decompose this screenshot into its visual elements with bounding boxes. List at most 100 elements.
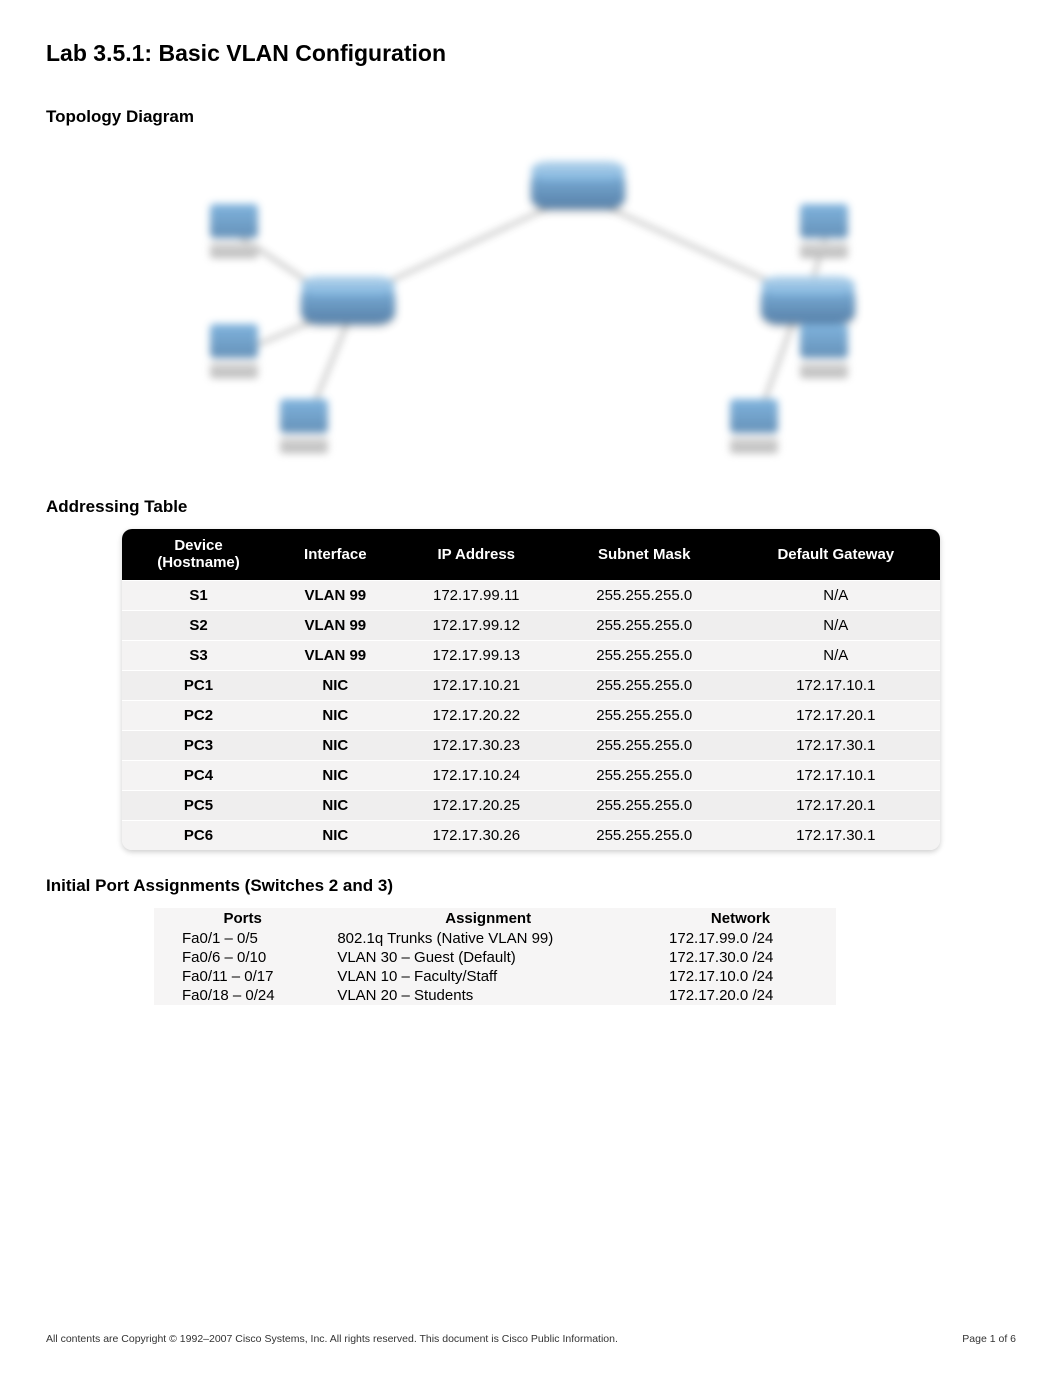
cell-mask: 255.255.255.0 <box>557 820 732 850</box>
cell-network: 172.17.99.0 /24 <box>645 929 836 948</box>
cell-ports: Fa0/1 – 0/5 <box>154 929 331 948</box>
table-row: S3VLAN 99172.17.99.13255.255.255.0N/A <box>122 640 940 670</box>
page-footer: All contents are Copyright © 1992–2007 C… <box>46 1333 1016 1345</box>
cell-ports: Fa0/6 – 0/10 <box>154 948 331 967</box>
cell-gw: 172.17.10.1 <box>732 760 940 790</box>
topology-diagram-wrap <box>46 139 1016 469</box>
col-interface: Interface <box>275 529 396 580</box>
table-row: Fa0/6 – 0/10VLAN 30 – Guest (Default)172… <box>154 948 836 967</box>
cell-ip: 172.17.99.12 <box>396 610 557 640</box>
cell-device: PC1 <box>122 670 275 700</box>
cell-device: S1 <box>122 580 275 610</box>
ports-table: Ports Assignment Network Fa0/1 – 0/5802.… <box>154 908 836 1005</box>
cell-gw: N/A <box>732 640 940 670</box>
col-device: Device (Hostname) <box>122 529 275 580</box>
col-gw: Default Gateway <box>732 529 940 580</box>
cell-gw: 172.17.30.1 <box>732 820 940 850</box>
cell-gw: N/A <box>732 610 940 640</box>
cell-interface: NIC <box>275 670 396 700</box>
table-row: PC2NIC172.17.20.22255.255.255.0172.17.20… <box>122 700 940 730</box>
addressing-table-wrap: Device (Hostname) Interface IP Address S… <box>46 529 1016 850</box>
table-row: PC4NIC172.17.10.24255.255.255.0172.17.10… <box>122 760 940 790</box>
col-device-line1: Device <box>128 537 269 554</box>
ports-header-row: Ports Assignment Network <box>154 908 836 929</box>
cell-mask: 255.255.255.0 <box>557 640 732 670</box>
cell-ip: 172.17.10.21 <box>396 670 557 700</box>
topology-diagram <box>181 139 881 464</box>
cell-network: 172.17.20.0 /24 <box>645 986 836 1005</box>
cell-device: PC2 <box>122 700 275 730</box>
col-ports: Ports <box>154 908 331 929</box>
page-title: Lab 3.5.1: Basic VLAN Configuration <box>46 40 1016 67</box>
col-mask: Subnet Mask <box>557 529 732 580</box>
cell-ip: 172.17.30.23 <box>396 730 557 760</box>
pc2-icon <box>206 324 262 384</box>
switch-s1-icon <box>531 169 625 209</box>
switch-s3-icon <box>761 284 855 324</box>
footer-page-number: Page 1 of 6 <box>962 1333 1016 1345</box>
cell-mask: 255.255.255.0 <box>557 610 732 640</box>
pc5-icon <box>796 324 852 384</box>
section-ports-heading: Initial Port Assignments (Switches 2 and… <box>46 876 1016 896</box>
cell-interface: NIC <box>275 700 396 730</box>
cell-assignment: VLAN 20 – Students <box>331 986 645 1005</box>
cell-mask: 255.255.255.0 <box>557 760 732 790</box>
cell-gw: 172.17.10.1 <box>732 670 940 700</box>
cell-mask: 255.255.255.0 <box>557 670 732 700</box>
col-network: Network <box>645 908 836 929</box>
cell-ports: Fa0/11 – 0/17 <box>154 967 331 986</box>
cell-mask: 255.255.255.0 <box>557 790 732 820</box>
cell-ip: 172.17.10.24 <box>396 760 557 790</box>
cell-ip: 172.17.99.11 <box>396 580 557 610</box>
cell-interface: NIC <box>275 790 396 820</box>
cell-network: 172.17.30.0 /24 <box>645 948 836 967</box>
ports-table-wrap: Ports Assignment Network Fa0/1 – 0/5802.… <box>46 908 1016 1005</box>
cell-device: S2 <box>122 610 275 640</box>
cell-mask: 255.255.255.0 <box>557 700 732 730</box>
cell-device: PC6 <box>122 820 275 850</box>
table-row: Fa0/1 – 0/5802.1q Trunks (Native VLAN 99… <box>154 929 836 948</box>
cell-ip: 172.17.20.22 <box>396 700 557 730</box>
pc6-icon <box>726 399 782 459</box>
cell-interface: VLAN 99 <box>275 640 396 670</box>
cell-assignment: VLAN 30 – Guest (Default) <box>331 948 645 967</box>
cell-gw: 172.17.30.1 <box>732 730 940 760</box>
cell-gw: 172.17.20.1 <box>732 790 940 820</box>
addressing-header-row: Device (Hostname) Interface IP Address S… <box>122 529 940 580</box>
cell-network: 172.17.10.0 /24 <box>645 967 836 986</box>
cell-device: PC4 <box>122 760 275 790</box>
col-ip: IP Address <box>396 529 557 580</box>
cell-device: PC3 <box>122 730 275 760</box>
lab-page: Lab 3.5.1: Basic VLAN Configuration Topo… <box>0 0 1062 1377</box>
cell-interface: VLAN 99 <box>275 610 396 640</box>
pc3-icon <box>276 399 332 459</box>
cell-assignment: 802.1q Trunks (Native VLAN 99) <box>331 929 645 948</box>
cell-ip: 172.17.30.26 <box>396 820 557 850</box>
cell-interface: NIC <box>275 730 396 760</box>
cell-ip: 172.17.99.13 <box>396 640 557 670</box>
table-row: PC1NIC172.17.10.21255.255.255.0172.17.10… <box>122 670 940 700</box>
cell-gw: 172.17.20.1 <box>732 700 940 730</box>
table-row: S2VLAN 99172.17.99.12255.255.255.0N/A <box>122 610 940 640</box>
switch-s2-icon <box>301 284 395 324</box>
table-row: PC3NIC172.17.30.23255.255.255.0172.17.30… <box>122 730 940 760</box>
table-row: Fa0/11 – 0/17VLAN 10 – Faculty/Staff172.… <box>154 967 836 986</box>
cell-interface: NIC <box>275 760 396 790</box>
table-row: PC5NIC172.17.20.25255.255.255.0172.17.20… <box>122 790 940 820</box>
cell-gw: N/A <box>732 580 940 610</box>
cell-mask: 255.255.255.0 <box>557 580 732 610</box>
section-addressing-heading: Addressing Table <box>46 497 1016 517</box>
pc1-icon <box>206 204 262 264</box>
table-row: Fa0/18 – 0/24VLAN 20 – Students172.17.20… <box>154 986 836 1005</box>
col-device-line2: (Hostname) <box>128 554 269 571</box>
cell-device: PC5 <box>122 790 275 820</box>
addressing-table: Device (Hostname) Interface IP Address S… <box>122 529 940 850</box>
table-row: S1VLAN 99172.17.99.11255.255.255.0N/A <box>122 580 940 610</box>
cell-interface: VLAN 99 <box>275 580 396 610</box>
cell-device: S3 <box>122 640 275 670</box>
cell-mask: 255.255.255.0 <box>557 730 732 760</box>
pc4-icon <box>796 204 852 264</box>
cell-interface: NIC <box>275 820 396 850</box>
col-assignment: Assignment <box>331 908 645 929</box>
cell-ip: 172.17.20.25 <box>396 790 557 820</box>
